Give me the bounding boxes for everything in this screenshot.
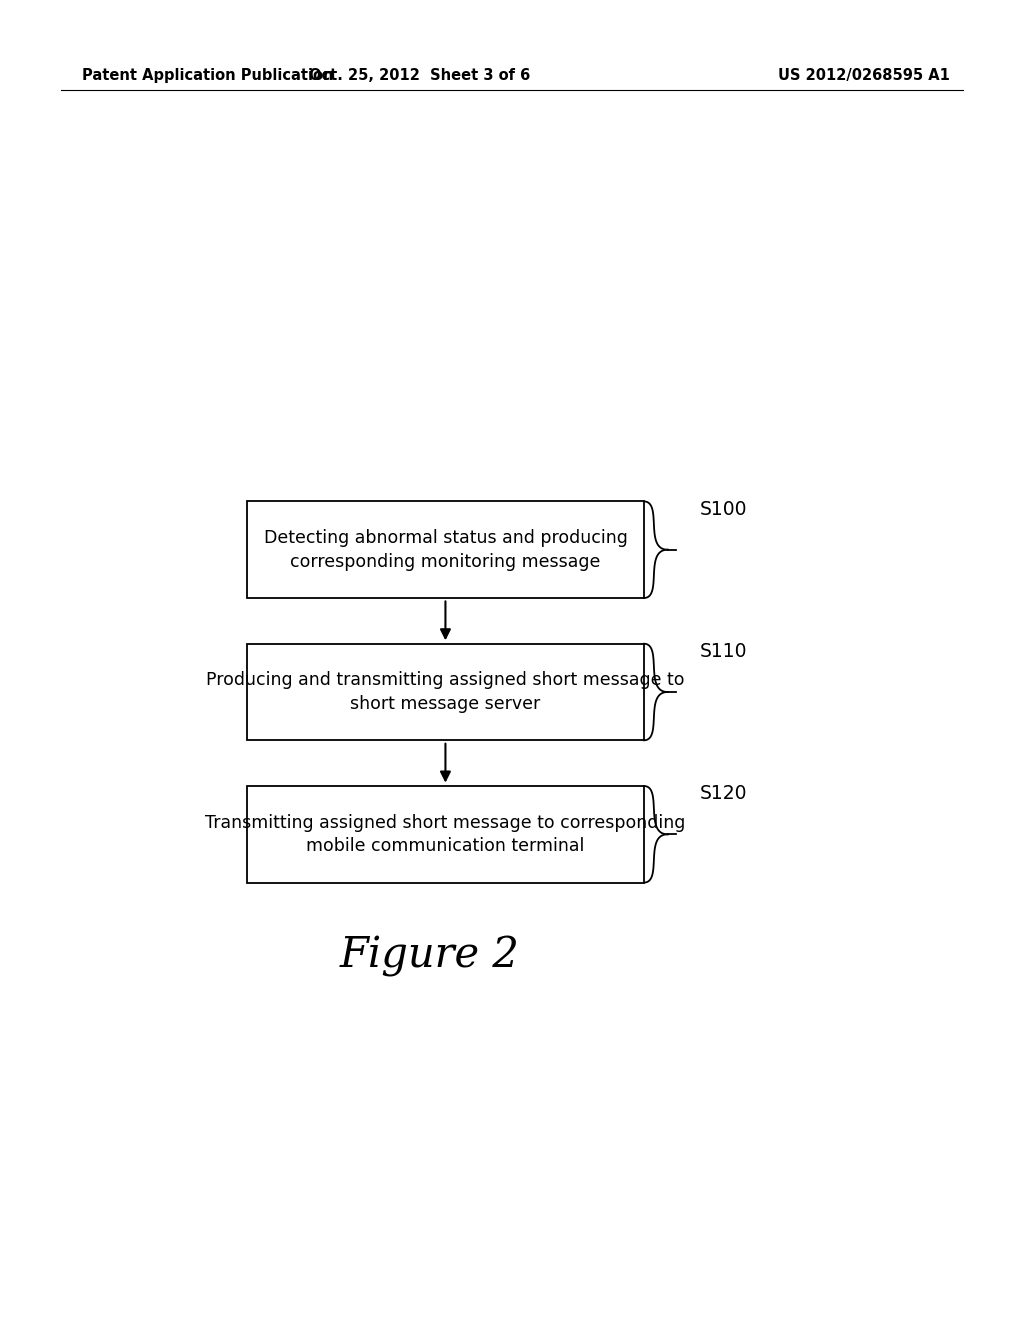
FancyBboxPatch shape <box>247 785 644 883</box>
Text: Transmitting assigned short message to corresponding
mobile communication termin: Transmitting assigned short message to c… <box>205 813 686 855</box>
Text: Detecting abnormal status and producing
corresponding monitoring message: Detecting abnormal status and producing … <box>263 529 628 570</box>
Text: US 2012/0268595 A1: US 2012/0268595 A1 <box>778 67 950 83</box>
Text: Producing and transmitting assigned short message to
short message server: Producing and transmitting assigned shor… <box>206 671 685 713</box>
FancyBboxPatch shape <box>247 644 644 741</box>
Text: Patent Application Publication: Patent Application Publication <box>82 67 334 83</box>
Text: S100: S100 <box>699 500 746 519</box>
Text: Figure 2: Figure 2 <box>340 936 519 977</box>
FancyBboxPatch shape <box>247 502 644 598</box>
Text: Oct. 25, 2012  Sheet 3 of 6: Oct. 25, 2012 Sheet 3 of 6 <box>309 67 530 83</box>
Text: S110: S110 <box>699 642 746 661</box>
Text: S120: S120 <box>699 784 746 804</box>
